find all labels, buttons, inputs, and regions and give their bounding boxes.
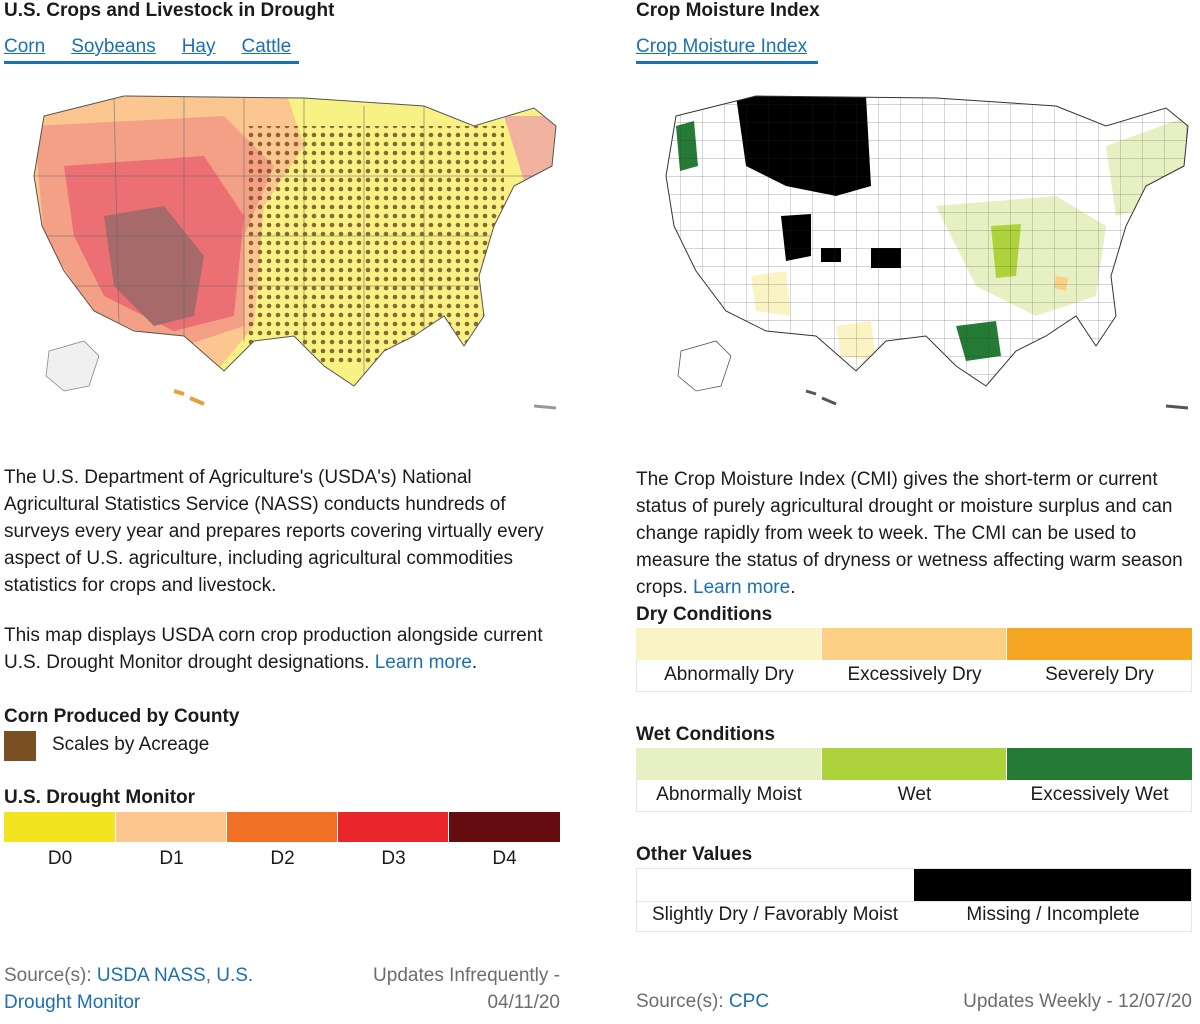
source-credit: Source(s): CPC: [636, 988, 836, 1015]
d2-swatch: [227, 812, 338, 842]
corn-belt: [244, 126, 504, 366]
excessively-wet-label: Excessively Wet: [1030, 784, 1169, 805]
excessively-dry-label: Excessively Dry: [847, 664, 982, 685]
tab-corn[interactable]: Corn: [4, 36, 46, 57]
cmi-tabs: Crop Moisture Index: [636, 36, 818, 64]
tab-soybeans[interactable]: Soybeans: [71, 36, 156, 57]
usda-nass-link[interactable]: USDA NASS: [96, 965, 206, 986]
update-frequency: Updates Infrequently: [373, 965, 549, 986]
wet-label: Wet: [897, 784, 932, 805]
drought-legend-labels: D0 D1 D2 D3 D4: [4, 848, 560, 870]
wet-legend-labels: Abnormally Moist Wet Excessively Wet: [636, 784, 1192, 806]
drought-monitor-header: U.S. Drought Monitor: [4, 787, 196, 808]
d3-swatch: [338, 812, 449, 842]
drought-monitor-link[interactable]: U.S. Drought Monitor: [4, 965, 254, 1013]
update-date: 12/07/20: [1118, 991, 1192, 1012]
period: .: [471, 652, 478, 673]
crops-drought-panel: U.S. Crops and Livestock in Drought Corn…: [4, 0, 560, 1024]
tab-cattle[interactable]: Cattle: [241, 36, 292, 57]
cmi-description-text: The Crop Moisture Index (CMI) gives the …: [636, 469, 1183, 598]
d4-label: D4: [492, 848, 517, 869]
other-legend-labels: Slightly Dry / Favorably Moist Missing /…: [636, 904, 1192, 926]
d0-label: D0: [47, 848, 73, 869]
map-description-text: This map displays USDA corn crop product…: [4, 625, 543, 673]
corn-swatch: [4, 731, 36, 761]
corn-header: Corn Produced by County: [4, 706, 240, 727]
missing-swatch: [914, 869, 1191, 901]
slightly-dry-swatch: [637, 869, 914, 901]
hawaii-shape: [805, 389, 837, 406]
alaska-shape: [677, 340, 732, 392]
wet-swatch: [822, 748, 1007, 780]
panel-title: U.S. Crops and Livestock in Drought: [4, 0, 335, 21]
learn-more-link[interactable]: Learn more: [374, 652, 472, 673]
source-credit: Source(s): USDA NASS, U.S. Drought Monit…: [4, 965, 254, 1013]
update-info: Updates Infrequently - 04/11/20: [373, 965, 560, 1013]
d3-label: D3: [381, 848, 406, 869]
commodity-tabs: Corn Soybeans Hay Cattle: [4, 36, 299, 64]
dry-legend: [636, 628, 1192, 660]
ne-drought: [504, 116, 556, 181]
abnormally-dry-label: Abnormally Dry: [664, 664, 794, 685]
excessively-wet-swatch: [1007, 748, 1192, 780]
source-label: Source(s):: [636, 991, 724, 1012]
tab-hay[interactable]: Hay: [181, 36, 216, 57]
d2-label: D2: [270, 848, 295, 869]
slightly-dry-label: Slightly Dry / Favorably Moist: [651, 904, 898, 925]
severely-dry-swatch: [1007, 628, 1192, 660]
update-info: Updates Weekly - 12/07/20: [963, 991, 1192, 1012]
drought-legend: [4, 812, 560, 842]
cpc-link[interactable]: CPC: [728, 991, 770, 1012]
map-description: This map displays USDA corn crop product…: [4, 622, 560, 676]
crop-moisture-panel: Crop Moisture Index Crop Moisture Index: [636, 0, 1192, 1024]
wet-conditions-header: Wet Conditions: [636, 724, 775, 745]
wet-legend: [636, 748, 1192, 780]
other-legend: [636, 868, 1192, 902]
drought-corn-map[interactable]: [4, 86, 560, 426]
abnormally-dry-swatch: [636, 628, 822, 660]
learn-more-link[interactable]: Learn more: [693, 577, 791, 598]
cmi-map-svg: [665, 95, 1189, 410]
dry-legend-frame: [636, 660, 1192, 692]
d0-swatch: [4, 812, 116, 842]
d1-swatch: [116, 812, 227, 842]
dry-legend-labels: Abnormally Dry Excessively Dry Severely …: [636, 664, 1192, 686]
puerto-rico-shape: [1165, 404, 1189, 410]
d4-swatch: [449, 812, 560, 842]
wet-legend-frame: [636, 780, 1192, 812]
other-legend-frame: [636, 900, 1192, 932]
nass-description: The U.S. Department of Agriculture's (US…: [4, 467, 544, 596]
cmi-description: The Crop Moisture Index (CMI) gives the …: [636, 469, 1183, 598]
d1-label: D1: [159, 848, 184, 869]
update-date: 04/11/20: [487, 992, 560, 1013]
excessively-dry-swatch: [822, 628, 1007, 660]
panel-title: Crop Moisture Index: [636, 0, 820, 21]
severely-dry-label: Severely Dry: [1045, 664, 1154, 685]
update-frequency: Updates Weekly: [963, 991, 1102, 1012]
crop-moisture-map[interactable]: [636, 86, 1192, 426]
abnormally-moist-label: Abnormally Moist: [656, 784, 802, 805]
dry-conditions-header: Dry Conditions: [636, 604, 773, 625]
corn-legend-label: Scales by Acreage: [52, 734, 210, 755]
source-label: Source(s):: [4, 965, 92, 986]
hawaii-shape: [173, 389, 205, 406]
puerto-rico-shape: [533, 404, 557, 410]
alaska-shape: [45, 340, 100, 392]
other-values-header: Other Values: [636, 844, 753, 865]
missing-label: Missing / Incomplete: [966, 904, 1140, 925]
abnormally-moist-swatch: [636, 748, 822, 780]
tab-crop-moisture-index[interactable]: Crop Moisture Index: [636, 36, 808, 57]
us-map-svg: [33, 95, 557, 410]
